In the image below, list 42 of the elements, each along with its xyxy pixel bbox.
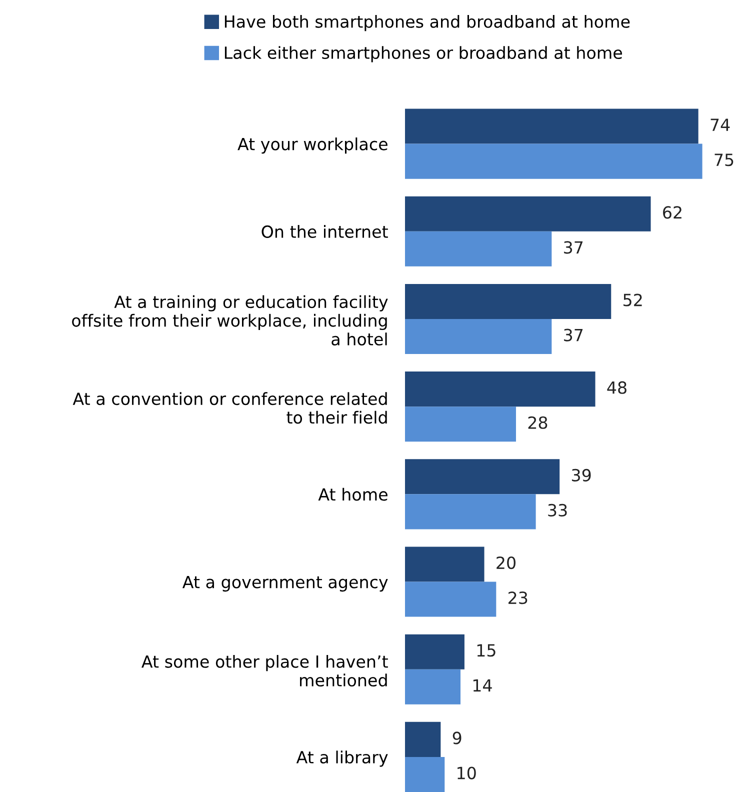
legend-label: Have both smartphones and broadband at home (224, 15, 630, 32)
bar (405, 144, 702, 179)
bar (405, 231, 552, 266)
data-label: 37 (564, 328, 583, 342)
data-label: 75 (714, 154, 734, 166)
y-tick-label: At a training or education facility offsite from their workplace, including a hotel (72, 295, 388, 346)
y-tick-label: At your workplace (238, 137, 388, 154)
legend-label: Lack either smartphones or broadband at home (224, 46, 622, 62)
bar (405, 196, 651, 232)
data-label: 33 (548, 504, 567, 517)
y-tick-label: At home (318, 488, 388, 501)
data-label: 20 (496, 556, 516, 570)
bar (405, 634, 464, 670)
data-label: 37 (564, 241, 583, 254)
bar (405, 108, 698, 144)
bar (405, 669, 460, 704)
data-label: 9 (452, 732, 462, 744)
y-tick-label: On the internet (262, 225, 388, 238)
bar (405, 582, 496, 617)
data-label: 74 (710, 118, 730, 131)
bar (405, 494, 536, 530)
bar (405, 318, 552, 354)
bar (405, 284, 612, 319)
data-label: 62 (663, 206, 682, 219)
y-tick-label: At a library (296, 750, 388, 767)
data-label: 52 (624, 294, 642, 306)
bar (405, 756, 445, 792)
y-tick-label: At a convention or conference related to their field (72, 392, 387, 424)
bar (405, 372, 596, 407)
bar (405, 722, 441, 757)
data-label: 48 (607, 381, 626, 394)
bar (405, 459, 560, 494)
data-label: 39 (572, 468, 591, 482)
y-tick-label: At a government agency (182, 576, 388, 592)
data-label: 23 (508, 592, 528, 604)
data-label: 14 (473, 679, 492, 692)
data-label: 15 (477, 644, 496, 657)
data-label: 10 (458, 766, 476, 780)
bar (405, 406, 516, 442)
data-label: 28 (528, 416, 548, 429)
bar (405, 546, 484, 582)
y-tick-label: At some other place I haven’t mentioned (142, 654, 388, 687)
